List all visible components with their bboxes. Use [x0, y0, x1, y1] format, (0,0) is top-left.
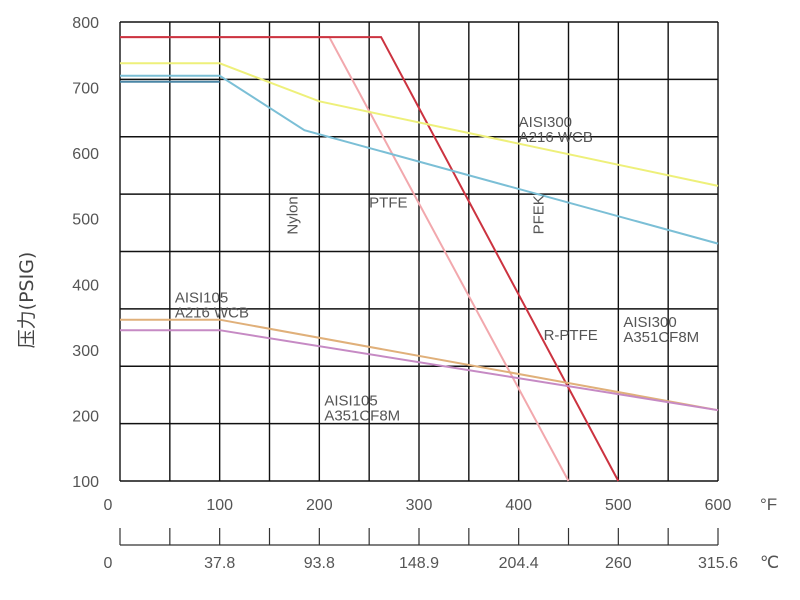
x-tick-label-fahrenheit: 400 [505, 497, 532, 514]
x-tick-label-fahrenheit: 600 [705, 497, 732, 514]
x-tick-label-celsius: 148.9 [399, 555, 439, 572]
x-tick-label-celsius: 37.8 [204, 555, 235, 572]
series-line-2 [120, 36, 620, 482]
y-axis-label: 压力(PSIG) [16, 252, 38, 349]
annotation-label: A351CF8M [623, 329, 699, 346]
y-tick-label: 600 [72, 146, 99, 163]
x-tick-label-fahrenheit: 500 [605, 497, 632, 514]
annotation-label: AISI105 [175, 290, 228, 307]
annotation-label: PFEK [531, 195, 548, 234]
series-line-4 [120, 74, 719, 245]
series-line-7 [120, 329, 719, 412]
x-tick-label-celsius: 315.6 [698, 555, 738, 572]
annotation-label: R-PTFE [544, 327, 598, 344]
y-tick-label: 200 [72, 408, 99, 425]
series-line-6 [120, 318, 719, 412]
y-tick-label: 500 [72, 212, 99, 229]
x-tick-label-fahrenheit: 100 [206, 497, 233, 514]
x-tick-label-celsius: 93.8 [304, 555, 335, 572]
y-tick-label: 800 [72, 15, 99, 32]
y-tick-label: 400 [72, 277, 99, 294]
x-tick-label-celsius: 260 [605, 555, 632, 572]
x-unit-fahrenheit: °F [760, 495, 777, 514]
x-tick-label-fahrenheit: 200 [306, 497, 333, 514]
series-lines [120, 36, 719, 482]
y-tick-label: 300 [72, 343, 99, 360]
grid [119, 21, 719, 482]
annotation-label: A216 WCB [519, 129, 593, 146]
annotation-label: PTFE [369, 195, 407, 212]
series-line-3 [120, 62, 719, 187]
x-tick-label-celsius: 0 [104, 555, 113, 572]
annotation-label: A351CF8M [324, 408, 400, 425]
y-tick-label: 100 [72, 474, 99, 491]
annotation-label: A216 WCB [175, 305, 249, 322]
x-unit-celsius: ℃ [760, 553, 779, 572]
x-tick-label-fahrenheit: 300 [406, 497, 433, 514]
annotation-label: AISI300 [623, 314, 676, 331]
x-tick-label-celsius: 204.4 [499, 555, 539, 572]
x-tick-label-fahrenheit: 0 [104, 497, 113, 514]
annotation-label: AISI300 [519, 114, 572, 131]
axes: 100 200 300 400 500 600 700 800 0 100 200 300 400 500… [72, 15, 738, 572]
y-tick-label: 700 [72, 81, 99, 98]
annotation-label: Nylon [284, 196, 301, 234]
annotation-label: AISI105 [324, 393, 377, 410]
